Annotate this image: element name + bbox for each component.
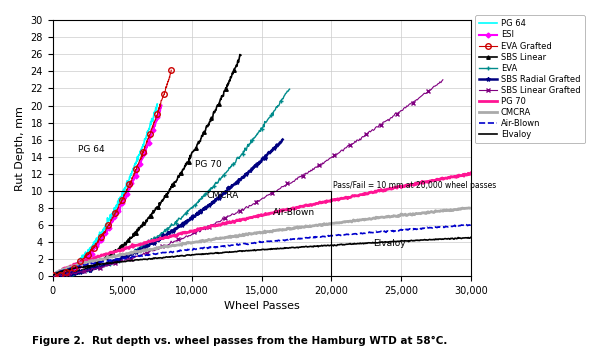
Text: PG 70: PG 70 bbox=[195, 160, 221, 169]
Text: Elvaloy: Elvaloy bbox=[373, 239, 406, 248]
Y-axis label: Rut Depth, mm: Rut Depth, mm bbox=[15, 106, 25, 191]
Text: Air-Blown: Air-Blown bbox=[273, 208, 315, 217]
Text: CMCRA: CMCRA bbox=[206, 191, 238, 200]
Text: Figure 2.  Rut depth vs. wheel passes from the Hamburg WTD at 58°C.: Figure 2. Rut depth vs. wheel passes fro… bbox=[32, 336, 448, 346]
Text: Pass/Fail = 10 mm at 20,000 wheel passes: Pass/Fail = 10 mm at 20,000 wheel passes bbox=[333, 181, 496, 190]
X-axis label: Wheel Passes: Wheel Passes bbox=[224, 301, 299, 311]
Text: PG 64: PG 64 bbox=[78, 145, 104, 154]
Legend: PG 64, ESI, EVA Grafted, SBS Linear, EVA, SBS Radial Grafted, SBS Linear Grafted: PG 64, ESI, EVA Grafted, SBS Linear, EVA… bbox=[475, 15, 584, 143]
